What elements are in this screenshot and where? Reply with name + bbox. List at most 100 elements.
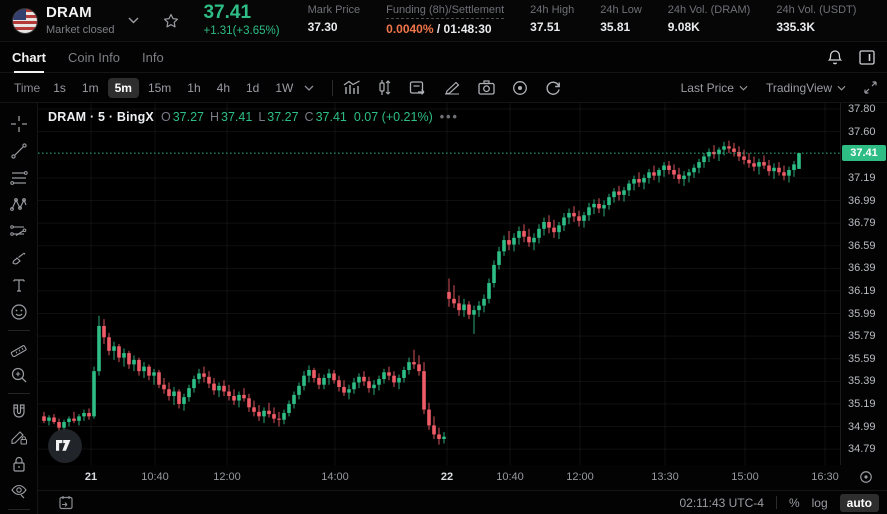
- price-tick: 37.19: [848, 171, 876, 184]
- sidebar-divider: [7, 329, 30, 331]
- price-tick: 36.79: [848, 217, 876, 230]
- price-tick: 34.79: [848, 443, 876, 456]
- price-tick: 36.19: [848, 284, 876, 297]
- log-scale-button[interactable]: log: [811, 495, 828, 510]
- fullscreen-expand-icon[interactable]: [864, 81, 877, 94]
- interval-1h[interactable]: 1h: [187, 80, 201, 95]
- axis-settings-icon[interactable]: [859, 470, 873, 484]
- crosshair-icon[interactable]: [5, 111, 33, 137]
- price-tick: 35.99: [848, 307, 876, 320]
- interval-1d[interactable]: 1d: [246, 80, 260, 95]
- zoom-in-icon[interactable]: [5, 362, 33, 388]
- reload-icon[interactable]: [545, 80, 561, 96]
- legend-ohlc: O 37.27 H 37.41 L 37.27 C 37.41: [160, 110, 347, 124]
- time-tick: 16:30: [811, 471, 839, 483]
- emoji-icon[interactable]: [5, 299, 33, 325]
- price-axis[interactable]: 37.80 37.60 37.19 36.99 36.79 36.59 36.39 36.19…: [840, 103, 887, 465]
- symbol-selector[interactable]: DRAM Market closed: [0, 5, 179, 36]
- fib-retracement-icon[interactable]: [5, 165, 33, 191]
- chart-pane[interactable]: DRAM · 5 · BingX O 37.27 H 37.41 L 37.27 C 37.4…: [38, 103, 840, 465]
- time-tick: 12:00: [213, 471, 241, 483]
- notification-bell-icon[interactable]: [827, 49, 843, 66]
- toolbar-divider: [332, 79, 334, 96]
- price-tick: 36.99: [848, 194, 876, 207]
- chart-toolbar: Time 1s 1m 5m 15m 1h 4h 1d 1W: [0, 73, 887, 103]
- tab-info[interactable]: Info: [142, 49, 164, 65]
- interval-15m[interactable]: 15m: [147, 80, 172, 95]
- price-tick: 35.79: [848, 330, 876, 343]
- auto-scale-button[interactable]: auto: [839, 493, 879, 512]
- panel-layout-icon[interactable]: [859, 49, 875, 65]
- price-tick: 35.19: [848, 397, 876, 410]
- interval-4h[interactable]: 4h: [216, 80, 230, 95]
- bottombar-divider: [775, 496, 777, 509]
- go-to-date-icon[interactable]: [58, 495, 74, 510]
- settings-icon[interactable]: [512, 80, 528, 96]
- header-bar: DRAM Market closed 37.41 +1.31(+3.65%) M…: [0, 0, 887, 42]
- magnet-icon[interactable]: [5, 398, 33, 424]
- last-price: 37.41: [203, 2, 252, 24]
- price-tick: 35.59: [848, 352, 876, 365]
- tradingview-logo[interactable]: [48, 429, 82, 463]
- price-mode-value: Last Price: [680, 80, 734, 95]
- time-tick: 13:30: [651, 471, 679, 483]
- alert-template-icon[interactable]: [409, 80, 426, 96]
- brush-icon[interactable]: [5, 245, 33, 271]
- bottom-status-bar: 02:11:43 UTC-4 % log auto: [38, 490, 887, 514]
- sidebar-divider: [7, 509, 30, 511]
- time-tick: 12:00: [566, 471, 594, 483]
- tab-chart[interactable]: Chart: [12, 42, 46, 73]
- indicators-icon[interactable]: [343, 79, 361, 96]
- time-tick: 10:40: [141, 471, 169, 483]
- chevron-down-icon: [739, 85, 748, 91]
- candlestick-chart: [38, 103, 840, 465]
- legend-more-icon[interactable]: •••: [439, 110, 459, 124]
- price-tick: 35.39: [848, 375, 876, 388]
- chevron-down-icon: [837, 85, 846, 91]
- price-tick: 36.59: [848, 239, 876, 252]
- favorite-star-icon[interactable]: [163, 13, 179, 29]
- tab-coin-info[interactable]: Coin Info: [67, 49, 120, 65]
- stat-24h-vol-dram-: 24h Vol. (DRAM) 9.08K: [667, 4, 751, 35]
- interval-5m[interactable]: 5m: [107, 77, 139, 98]
- time-axis[interactable]: 21 10:40 12:00 14:00 22 10:40 12:00 13:30 15:00 1…: [38, 465, 887, 490]
- coin-flag-icon: [12, 7, 38, 34]
- time-tick: 15:00: [731, 471, 759, 483]
- provider-select[interactable]: TradingView: [766, 81, 846, 95]
- ruler-icon[interactable]: [5, 335, 33, 361]
- price-tick: 37.80: [848, 103, 876, 115]
- price-mode-select[interactable]: Last Price: [681, 81, 748, 95]
- header-stats: Mark Price 37.30 Funding (8h)/Settlement 0.…: [308, 4, 857, 37]
- text-tool-icon[interactable]: [5, 272, 33, 298]
- price-tick: 37.60: [848, 125, 876, 138]
- hide-drawings-icon[interactable]: [5, 478, 33, 504]
- interval-1m[interactable]: 1m: [81, 80, 99, 95]
- clock-timezone[interactable]: 02:11:43 UTC-4: [679, 495, 764, 510]
- interval-1s[interactable]: 1s: [53, 80, 66, 95]
- lock-all-icon[interactable]: [5, 451, 33, 477]
- forecast-icon[interactable]: [5, 218, 33, 244]
- draw-icon[interactable]: [443, 80, 461, 95]
- time-tick: 21: [84, 471, 98, 483]
- stat-mark-price: Mark Price 37.30: [307, 4, 361, 35]
- market-status: Market closed: [46, 23, 115, 36]
- current-price-badge: 37.41: [842, 145, 886, 162]
- trend-line-icon[interactable]: [5, 138, 33, 164]
- percent-scale-button[interactable]: %: [788, 495, 800, 510]
- sidebar-divider: [7, 392, 30, 394]
- interval-1w[interactable]: 1W: [275, 80, 294, 95]
- xabcd-pattern-icon[interactable]: [5, 192, 33, 218]
- intervals-more-chevron-icon[interactable]: [304, 85, 314, 91]
- price-tick: 34.99: [848, 420, 876, 433]
- price-block: 37.41 +1.31(+3.65%): [203, 2, 279, 38]
- legend-change: 0.07 (+0.21%): [353, 110, 433, 124]
- price-change: +1.31(+3.65%): [203, 25, 280, 38]
- camera-icon[interactable]: [478, 80, 496, 95]
- chevron-down-icon[interactable]: [128, 17, 139, 24]
- stat-24h-vol-usdt-: 24h Vol. (USDT) 335.3K: [776, 4, 857, 35]
- candle-style-icon[interactable]: [378, 79, 392, 96]
- time-tick: 22: [440, 471, 454, 483]
- drawing-mode-lock-icon[interactable]: [5, 424, 33, 450]
- time-tick: 10:40: [496, 471, 524, 483]
